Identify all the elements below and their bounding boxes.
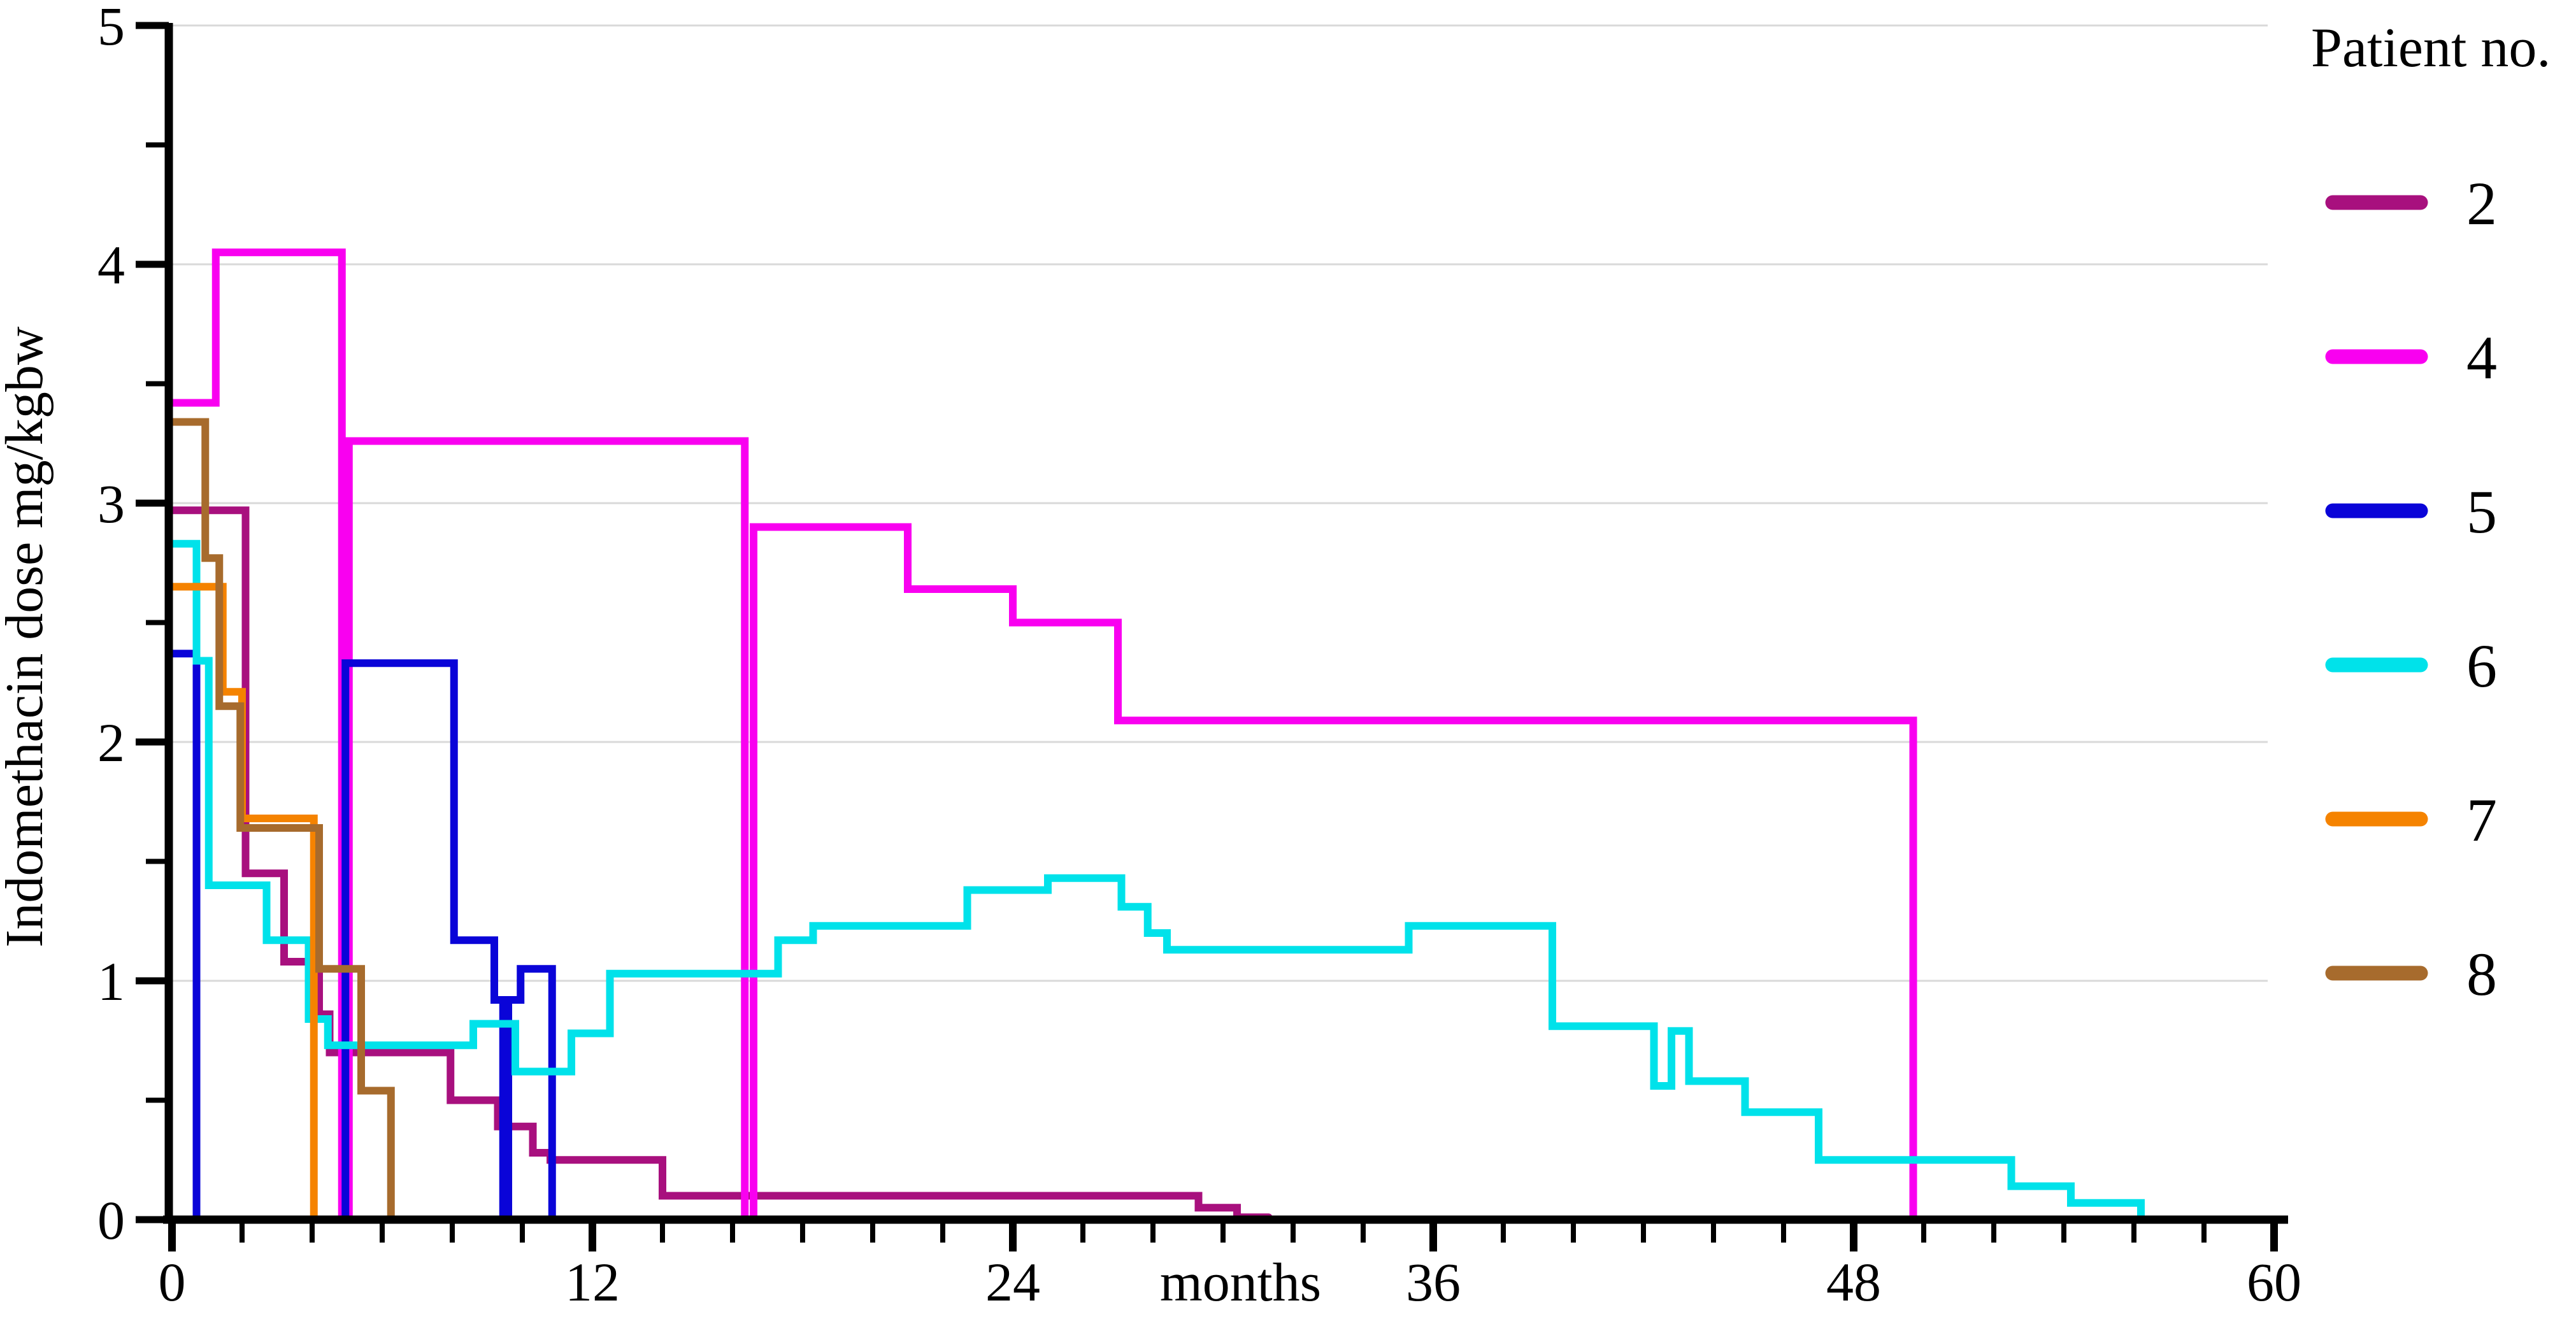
x-axis-unit-label: months bbox=[1160, 1251, 1321, 1313]
y-tick-label-0: 0 bbox=[97, 1190, 125, 1251]
y-axis-tick-labels: 0 1 2 3 4 5 bbox=[97, 0, 125, 1251]
y-tick-label-2: 2 bbox=[97, 712, 125, 773]
y-tick-label-5: 5 bbox=[97, 0, 125, 57]
series-line-patient-5 bbox=[168, 650, 558, 1223]
x-tick-label-0: 0 bbox=[159, 1251, 186, 1313]
x-tick-label-36: 36 bbox=[1406, 1251, 1461, 1313]
y-axis-title: Indomethacin dose mg/kgbw bbox=[0, 326, 54, 947]
y-axis-ticks bbox=[136, 22, 169, 1223]
axes bbox=[163, 23, 2288, 1224]
legend-entry-label-patient-7: 7 bbox=[2466, 786, 2497, 854]
x-tick-label-48: 48 bbox=[1826, 1251, 1881, 1313]
legend-entries: 2 4 5 6 7 8 bbox=[2325, 169, 2497, 1008]
x-tick-label-60: 60 bbox=[2247, 1251, 2301, 1313]
series-line-patient-4 bbox=[168, 248, 1919, 1223]
y-tick-label-1: 1 bbox=[97, 951, 125, 1012]
legend-entry-label-patient-4: 4 bbox=[2466, 324, 2497, 392]
gridlines bbox=[169, 24, 2268, 982]
series-line-patient-6 bbox=[168, 539, 2149, 1223]
y-tick-label-4: 4 bbox=[97, 234, 125, 296]
y-tick-label-3: 3 bbox=[97, 473, 125, 534]
legend-title: Patient no. bbox=[2311, 17, 2551, 79]
legend-entry-label-patient-6: 6 bbox=[2466, 632, 2497, 700]
legend: Patient no. 2 4 5 6 7 8 bbox=[2311, 17, 2551, 1008]
series-line-patient-2 bbox=[168, 506, 1273, 1222]
x-tick-label-12: 12 bbox=[565, 1251, 620, 1313]
legend-entry-label-patient-5: 5 bbox=[2466, 478, 2497, 546]
x-tick-label-24: 24 bbox=[985, 1251, 1040, 1313]
series-lines bbox=[168, 248, 2149, 1223]
x-axis-tick-labels: 0 12 24 36 48 60 bbox=[159, 1251, 2302, 1313]
legend-entry-label-patient-2: 2 bbox=[2466, 169, 2497, 238]
x-axis-ticks bbox=[168, 1220, 2278, 1251]
legend-entry-label-patient-8: 8 bbox=[2466, 940, 2497, 1008]
series-line-patient-8 bbox=[168, 418, 397, 1223]
